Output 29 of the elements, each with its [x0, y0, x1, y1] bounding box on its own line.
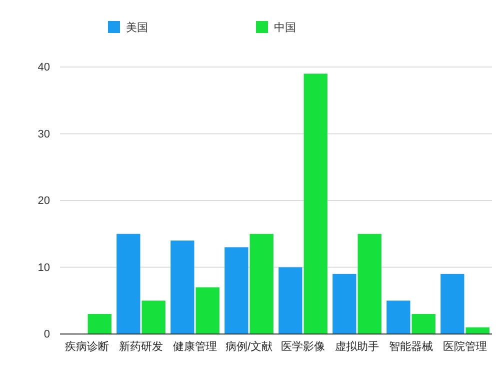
bar [196, 287, 220, 334]
legend-label: 美国 [126, 21, 148, 34]
x-tick-label: 新药研发 [119, 340, 163, 353]
x-tick-label: 虚拟助手 [335, 340, 379, 353]
bar [440, 274, 464, 334]
y-tick-label: 30 [38, 128, 50, 140]
x-tick-label: 智能器械 [389, 340, 433, 353]
bar [142, 300, 166, 334]
y-tick-label: 40 [38, 62, 50, 74]
bar [116, 234, 140, 334]
bar [250, 234, 274, 334]
x-tick-label: 病例/文献 [225, 340, 273, 353]
bar [278, 267, 302, 334]
bar [304, 74, 328, 334]
y-tick-label: 20 [38, 195, 50, 208]
legend-label: 中国 [274, 21, 296, 34]
x-tick-label: 医学影像 [281, 340, 325, 353]
bar [386, 300, 410, 334]
bar [412, 314, 436, 334]
bar [358, 234, 382, 334]
bar [170, 240, 194, 334]
bar [224, 247, 248, 334]
bar [88, 314, 112, 334]
y-tick-label: 0 [44, 328, 50, 341]
x-tick-label: 医院管理 [443, 340, 487, 353]
x-tick-label: 疾病诊断 [65, 340, 109, 353]
x-tick-label: 健康管理 [173, 340, 217, 353]
y-tick-label: 10 [38, 262, 50, 274]
bar [332, 274, 356, 334]
